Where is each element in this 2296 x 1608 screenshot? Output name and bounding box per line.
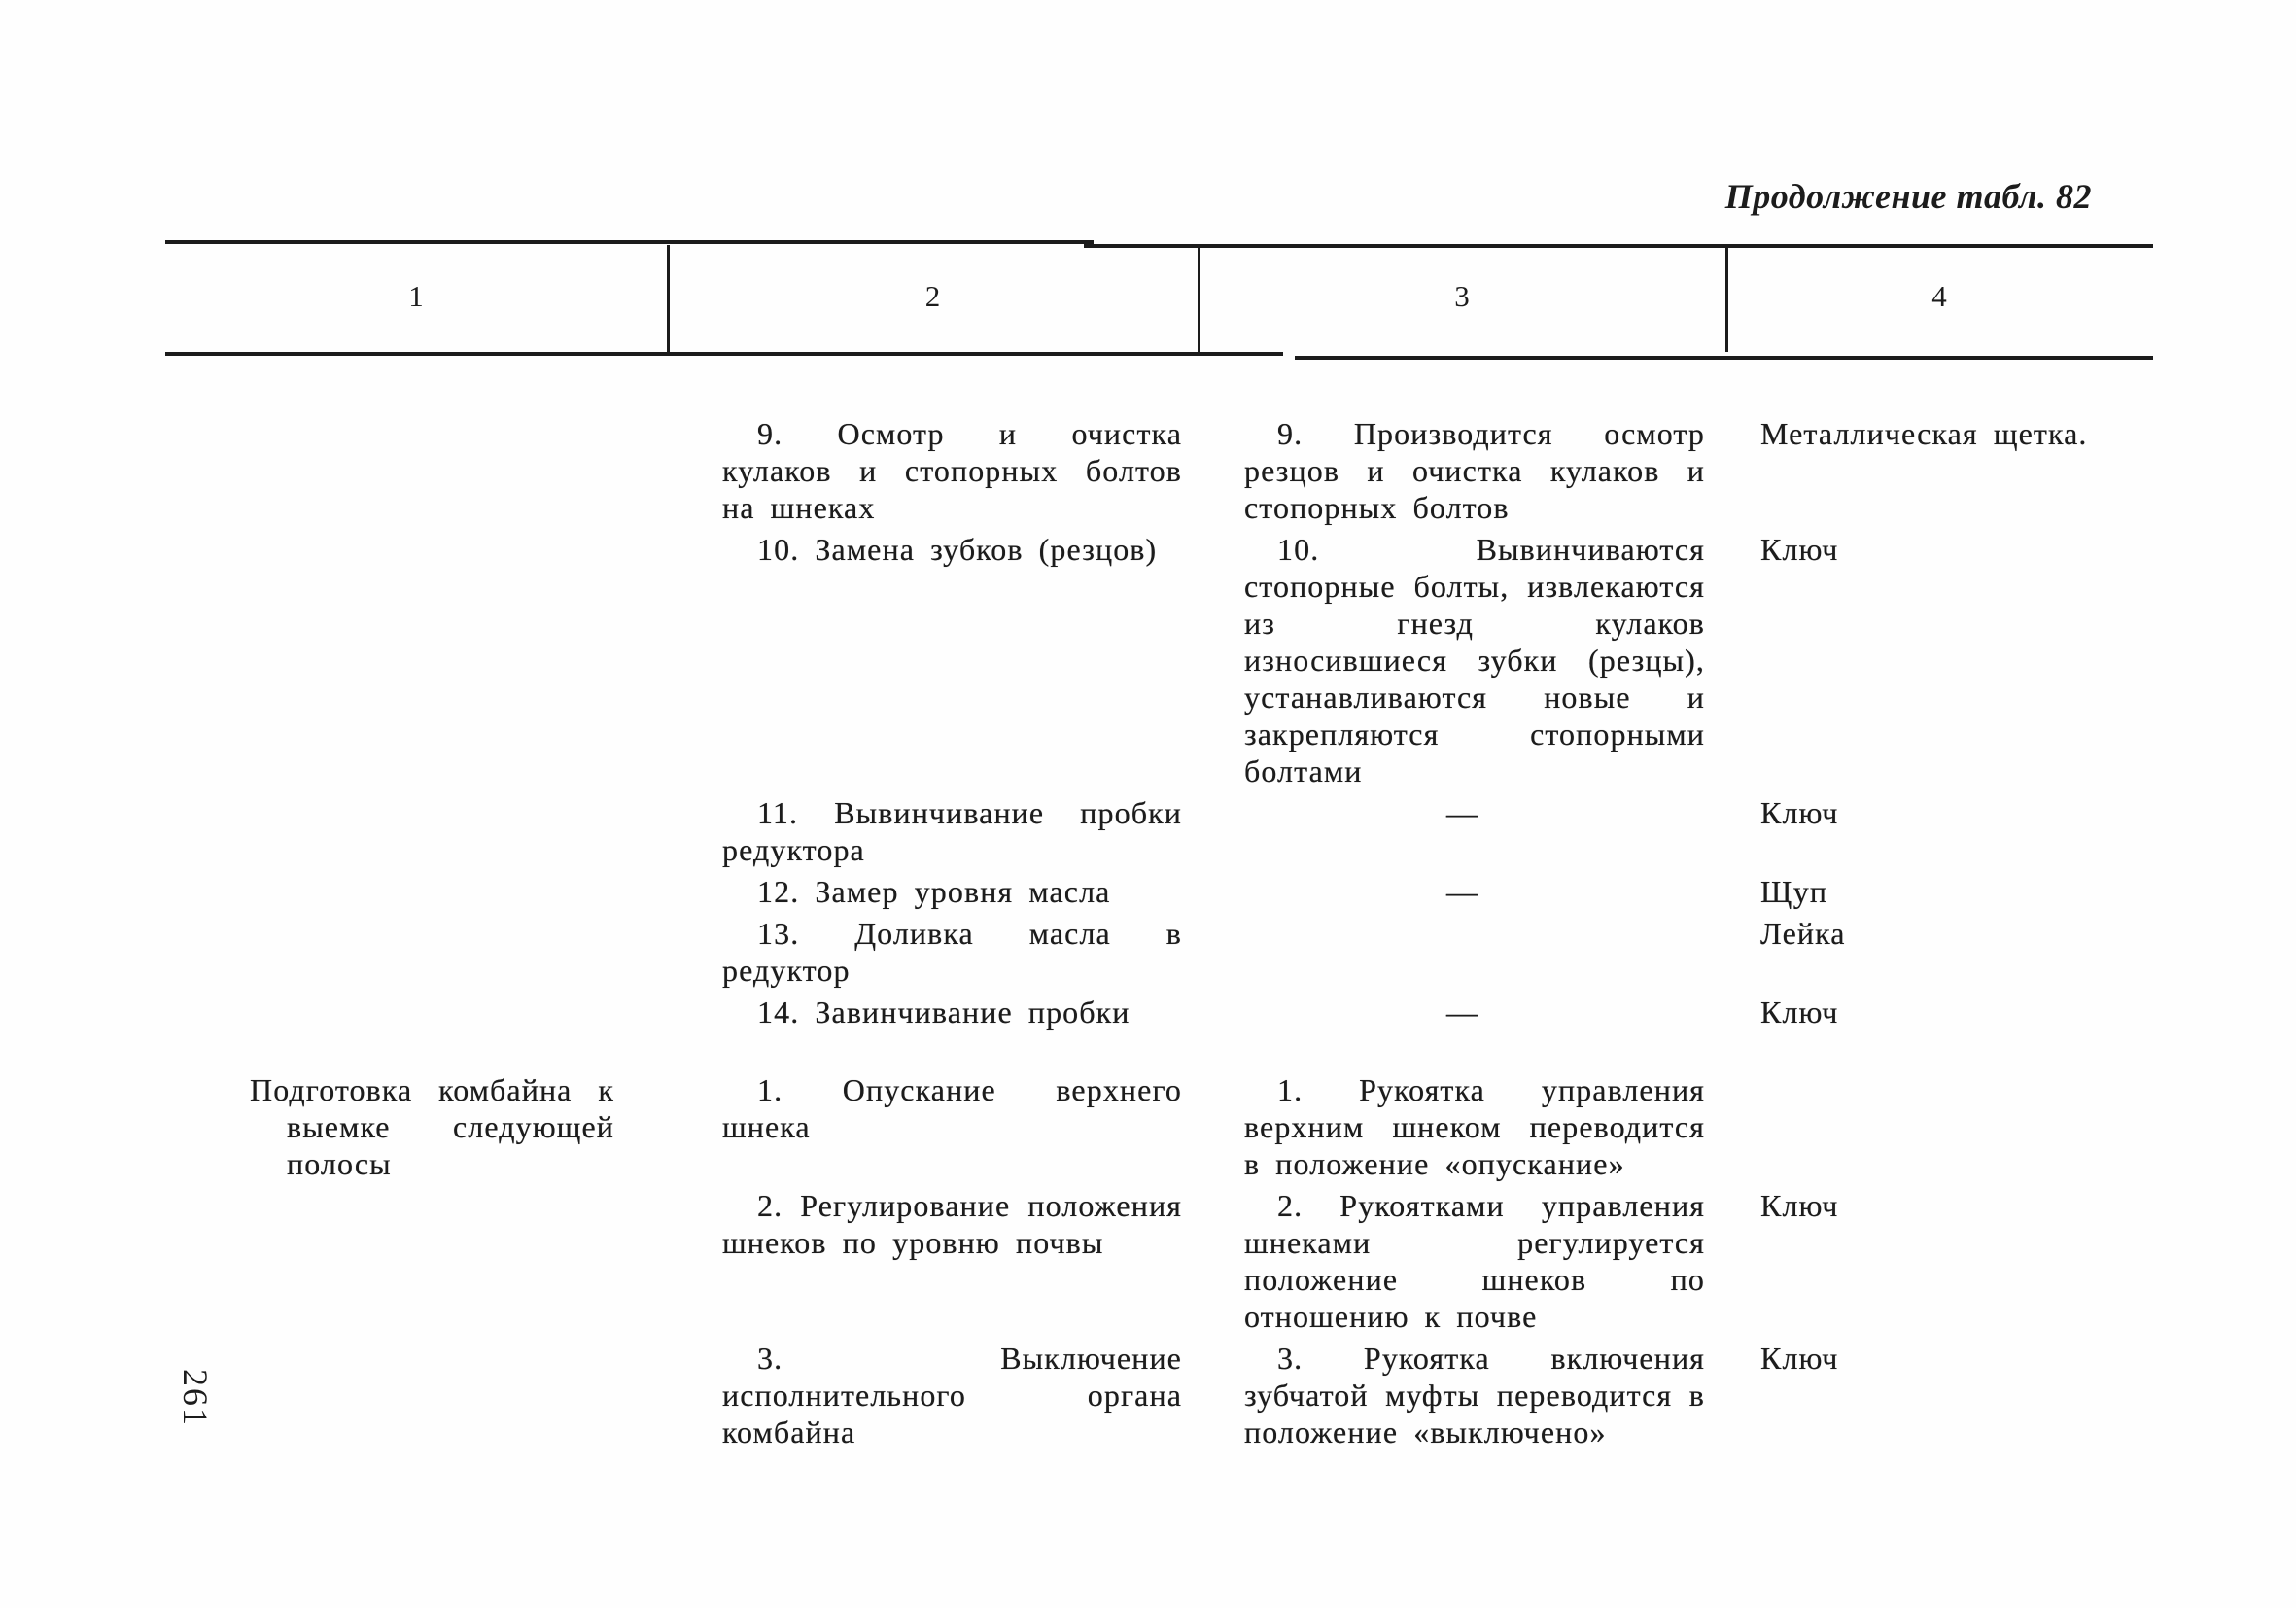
cell-procedure: 3. Рукоятка включения зубчатой муфты пер… bbox=[1244, 1341, 1705, 1450]
cell-operation: 11. Вывинчивание пробки редуктора bbox=[722, 795, 1182, 867]
table-body: 9. Осмотр и очистка кулаков и стопорных … bbox=[165, 415, 2153, 1451]
cell-operation: 9. Осмотр и очистка кулаков и стопорных … bbox=[722, 416, 1182, 525]
page-number: 261 bbox=[176, 1369, 215, 1427]
cell-operation: 14. Завинчивание пробки bbox=[757, 995, 1131, 1030]
table-caption: Продолжение табл. 82 bbox=[1724, 177, 2092, 216]
column-header-1: 1 bbox=[408, 279, 425, 313]
cell-operation: 3. Выключение исполнительного органа ком… bbox=[722, 1341, 1182, 1450]
cell-procedure: 9. Производится осмотр резцов и очистка … bbox=[1244, 416, 1705, 525]
table-row: 9. Осмотр и очистка кулаков и стопорных … bbox=[165, 415, 2153, 526]
cell-operation: 1. Опускание верхнего шнека bbox=[722, 1072, 1182, 1144]
column-header-2: 2 bbox=[924, 279, 942, 313]
cell-procedure: 1. Рукоятка управления верхним шнеком пе… bbox=[1244, 1072, 1705, 1181]
cell-procedure: — bbox=[1445, 795, 1479, 830]
cell-stage: Подготовка комбайна к выемке следующей п… bbox=[250, 1072, 614, 1181]
table-top-rule-right bbox=[1084, 244, 2153, 248]
table-row: 10. Замена зубков (резцов) 10. Вывинчива… bbox=[165, 531, 2153, 789]
column-header-4: 4 bbox=[1931, 279, 1948, 313]
cell-tool: Металлическая щетка. bbox=[1760, 416, 2088, 451]
column-header-3: 3 bbox=[1454, 279, 1471, 313]
table-row: 12. Замер уровня масла — Щуп bbox=[165, 873, 2153, 910]
column-divider-3 bbox=[1725, 245, 1728, 352]
cell-tool: Ключ bbox=[1760, 795, 1839, 830]
table-row: 13. Доливка масла в редуктор Лейка bbox=[165, 915, 2153, 989]
cell-tool: Ключ bbox=[1760, 1188, 1839, 1223]
cell-tool: Лейка bbox=[1760, 916, 1846, 951]
cell-tool: Ключ bbox=[1760, 1341, 1839, 1376]
cell-operation: 13. Доливка масла в редуктор bbox=[722, 916, 1182, 988]
cell-procedure: 10. Вывинчиваются стопорные болты, извле… bbox=[1244, 532, 1705, 788]
header-bottom-rule-left bbox=[165, 352, 1283, 356]
table-row: 14. Завинчивание пробки — Ключ bbox=[165, 994, 2153, 1031]
cell-operation: 12. Замер уровня масла bbox=[757, 874, 1111, 909]
cell-procedure: 2. Рукоятками управления шнеками регулир… bbox=[1244, 1188, 1705, 1334]
table-row: 11. Вывинчивание пробки редуктора — Ключ bbox=[165, 794, 2153, 868]
cell-tool: Ключ bbox=[1760, 995, 1839, 1030]
cell-tool: Ключ bbox=[1760, 532, 1839, 567]
cell-tool: Щуп bbox=[1760, 874, 1828, 909]
table-row: Подготовка комбайна к выемке следующей п… bbox=[165, 1071, 2153, 1182]
table-row: 2. Регулирование положения шнеков по уро… bbox=[165, 1187, 2153, 1335]
table-top-rule-left bbox=[165, 240, 1094, 244]
column-divider-1 bbox=[667, 245, 670, 352]
column-divider-2 bbox=[1198, 245, 1200, 352]
cell-procedure: — bbox=[1445, 995, 1479, 1030]
cell-operation: 10. Замена зубков (резцов) bbox=[757, 532, 1158, 567]
header-bottom-rule-right bbox=[1295, 356, 2153, 360]
cell-operation: 2. Регулирование положения шнеков по уро… bbox=[722, 1188, 1182, 1260]
table-row: 3. Выключение исполнительного органа ком… bbox=[165, 1340, 2153, 1451]
cell-procedure: — bbox=[1445, 874, 1479, 909]
